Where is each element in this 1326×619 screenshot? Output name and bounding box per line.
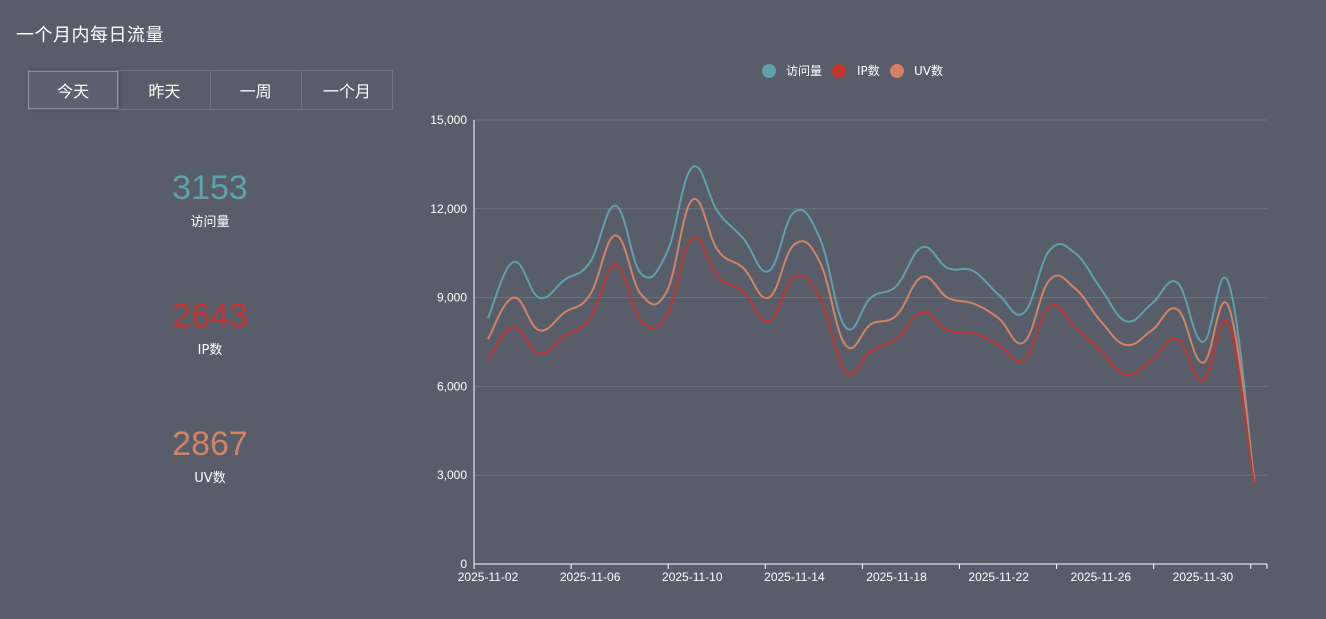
x-tick-label: 2025-11-26 (1071, 570, 1132, 584)
stat-visits: 3153 访问量 (110, 169, 310, 230)
y-tick-label: 6,000 (437, 379, 467, 393)
legend-label: IP数 (857, 63, 880, 78)
legend-marker (890, 64, 904, 78)
tab-week[interactable]: 一周 (211, 71, 302, 109)
x-tick-label: 2025-11-06 (560, 570, 621, 584)
y-tick-label: 12,000 (430, 202, 467, 216)
stat-uv-value: 2867 (172, 425, 248, 463)
x-tick-label: 2025-11-02 (458, 570, 519, 584)
tab-today[interactable]: 今天 (28, 71, 120, 109)
y-tick-label: 9,000 (437, 291, 467, 305)
legend-marker (762, 64, 776, 78)
series-line-ip (487, 236, 1255, 485)
x-tick-label: 2025-11-22 (968, 570, 1029, 584)
tab-month[interactable]: 一个月 (322, 82, 371, 101)
stat-ip-label: IP数 (197, 343, 223, 358)
y-tick-label: 0 (460, 557, 467, 571)
series-line-visits (487, 165, 1255, 479)
y-tick-label: 3,000 (437, 468, 467, 482)
x-tick-label: 2025-11-18 (866, 570, 927, 584)
x-tick-label: 2025-11-14 (764, 570, 825, 584)
stat-ip-value: 2643 (172, 297, 248, 335)
y-tick-label: 15,000 (430, 113, 467, 127)
x-tick-label: 2025-11-10 (662, 570, 723, 584)
series-line-uv (487, 197, 1255, 482)
x-tick-label: 2025-11-30 (1173, 570, 1234, 584)
legend-label: 访问量 (786, 64, 822, 78)
stat-uv-label: UV数 (194, 471, 226, 486)
stat-visits-value: 3153 (172, 169, 248, 207)
tab-yesterday[interactable]: 昨天 (119, 71, 211, 109)
stat-visits-label: 访问量 (190, 215, 230, 230)
stat-ip: 2643 IP数 (110, 297, 310, 358)
page-title: 一个月内每日流量 (16, 25, 164, 46)
stat-uv: 2867 UV数 (110, 425, 310, 486)
period-tabs: 今天 昨天 一周 一个月 (27, 70, 393, 110)
legend-marker (832, 64, 846, 78)
legend-label: UV数 (914, 63, 943, 78)
